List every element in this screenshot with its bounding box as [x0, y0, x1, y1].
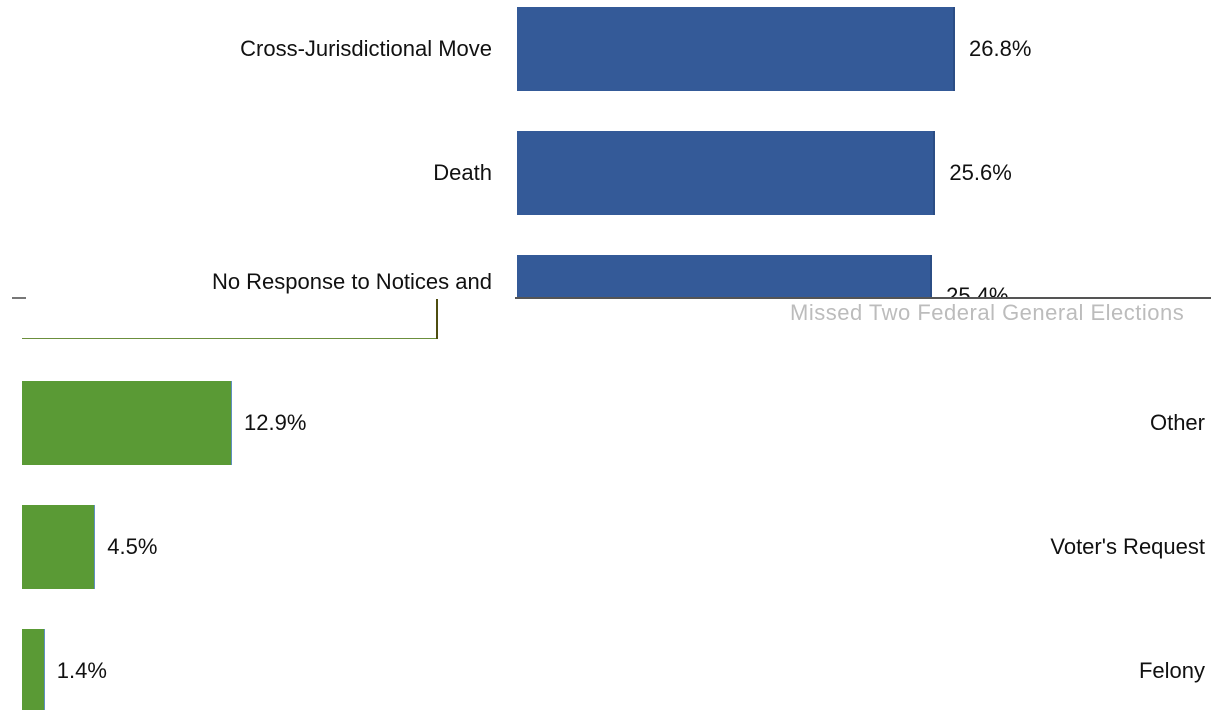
value-label-bottom-1: 4.5% [107, 534, 158, 559]
bar-top-1 [517, 131, 936, 215]
category-label-bottom-1: Voter's Request [1050, 534, 1205, 559]
category-label-top-0: Cross-Jurisdictional Move [240, 36, 492, 61]
category-label-top-2: No Response to Notices and [211, 269, 492, 294]
value-label-top-1: 25.6% [949, 160, 1012, 185]
top-chart-region: Cross-Jurisdictional Move 26.8% Death 25.6%… [0, 0, 1211, 297]
value-label-bottom-2: 1.4% [56, 658, 107, 683]
bar-bottom-0 [22, 381, 232, 465]
bar-bottom-2 [22, 629, 45, 710]
bottom-chart-region: 12.9% Other 4.5% Voter's Request 1.4% Felony [0, 297, 1211, 710]
bar-bottom-1 [22, 505, 96, 589]
value-label-bottom-0: 12.9% [244, 410, 307, 435]
bar-top-0 [517, 7, 955, 91]
bottom-chart-axis-line [22, 338, 437, 339]
value-label-top-0: 26.8% [969, 36, 1032, 61]
category-label-bottom-0: Other [1149, 410, 1205, 435]
chart-seam-line [515, 297, 1211, 299]
chart-seam-mark [12, 297, 26, 299]
bottom-chart-overlay-label: Missed Two Federal General Elections [790, 300, 1185, 325]
bottom-chart-tick [436, 299, 438, 339]
bar-top-2 [517, 255, 933, 297]
value-label-top-2: 25.4% [946, 283, 1009, 297]
category-label-top-1: Death [433, 160, 492, 185]
category-label-bottom-2: Felony [1138, 658, 1205, 683]
